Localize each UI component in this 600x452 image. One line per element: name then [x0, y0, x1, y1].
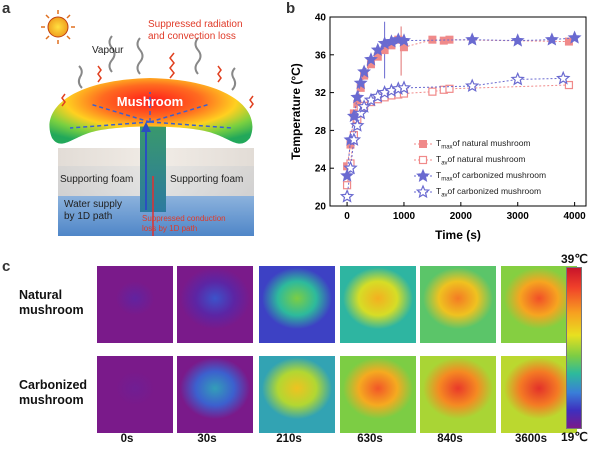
natural-thermal-image-0s — [97, 266, 173, 343]
supporting-foam-left-label: Supporting foam — [60, 174, 133, 185]
carbonized-thermal-image-30s — [177, 356, 253, 433]
plot-frame — [329, 16, 587, 207]
panel-label-a: a — [2, 0, 11, 17]
data-point-series-3 — [353, 105, 368, 120]
sun-icon — [41, 10, 75, 44]
time-label-0s: 0s — [120, 433, 134, 445]
x-tick-label: 3000 — [507, 211, 530, 222]
y-axis-label: Temperature (°C) — [289, 63, 303, 160]
natural-thermal-image-3600s — [501, 266, 577, 343]
y-tick-label: 28 — [315, 126, 327, 137]
natural-thermal-image-30s — [177, 266, 253, 343]
carbonized-thermal-image-0s — [97, 356, 173, 433]
heat-flow-arrows — [69, 92, 233, 129]
legend-marker-1 — [418, 155, 428, 165]
data-point-series-2 — [396, 33, 411, 47]
scale-max-label: 39℃ — [561, 252, 588, 266]
data-point-series-1 — [445, 84, 454, 93]
data-point-series-2 — [510, 33, 525, 47]
y-tick-label: 24 — [315, 164, 327, 175]
x-tick-label: 0 — [344, 211, 350, 222]
natural-thermal-image-630s — [340, 266, 416, 343]
legend-entry-tav-carbonized: Tavof carbonized mushroom — [436, 186, 542, 199]
time-label-210s: 210s — [276, 433, 302, 445]
water-arrow-head — [141, 122, 151, 132]
data-point-series-3 — [556, 70, 571, 85]
legend-marker-0 — [419, 140, 427, 148]
scale-min-label: 19℃ — [561, 430, 588, 444]
data-point-series-1 — [564, 80, 574, 90]
carbonized-thermal-image-3600s — [501, 356, 577, 433]
legend-entry-tmax-natural: Tmaxof natural mushroom — [436, 138, 531, 151]
y-tick-label: 40 — [315, 13, 327, 24]
data-point-series-3 — [343, 160, 358, 175]
color-scale-bar — [566, 267, 582, 429]
legend-marker-2 — [416, 168, 430, 182]
natural-thermal-image-840s — [420, 266, 496, 343]
data-point-series-1 — [342, 181, 352, 190]
panel-label-b: b — [286, 0, 296, 17]
data-point-series-0 — [428, 35, 437, 44]
mushroom-cap — [49, 78, 253, 144]
row-label-natural: Natural mushroom — [19, 288, 84, 317]
carbonized-thermal-image-840s — [420, 356, 496, 433]
data-point-series-3 — [396, 80, 412, 94]
data-point-series-3 — [350, 118, 365, 132]
legend-entry-tmax-carbonized: Tmaxof carbonized mushroom — [436, 170, 547, 183]
carbonized-thermal-image-630s — [340, 356, 416, 433]
data-point-series-3 — [510, 71, 525, 86]
data-point-series-3 — [464, 78, 480, 93]
mushroom-label: Mushroom — [117, 94, 183, 109]
x-axis-label: Time (s) — [435, 228, 481, 242]
data-point-series-1 — [428, 87, 437, 96]
data-point-series-2 — [340, 168, 355, 182]
legend-entry-tav-natural: Tavof natural mushroom — [436, 154, 526, 167]
time-label-840s: 840s — [437, 433, 463, 445]
supporting-foam-right-label: Supporting foam — [170, 174, 243, 185]
suppressed-radiation-label: Suppressed radiation and convection loss — [148, 19, 243, 42]
data-point-series-2 — [364, 52, 378, 66]
water-supply-label: Water supply by 1D path — [64, 199, 122, 222]
schematic-panel — [41, 10, 254, 236]
natural-thermal-image-210s — [259, 266, 335, 343]
vapour-label: Vapour — [92, 45, 124, 56]
data-point-series-2 — [353, 75, 368, 90]
data-point-series-2 — [544, 32, 559, 46]
y-tick-label: 32 — [315, 88, 327, 99]
data-point-series-3 — [339, 189, 355, 203]
data-point-series-2 — [350, 90, 365, 104]
time-label-30s: 30s — [197, 433, 217, 445]
carbonized-thermal-image-210s — [259, 356, 335, 433]
legend-marker-3 — [415, 184, 431, 199]
panel-label-c: c — [2, 258, 11, 275]
data-point-series-2 — [465, 32, 480, 46]
time-label-3600s: 3600s — [515, 433, 547, 445]
data-point-series-2 — [357, 64, 372, 78]
data-point-series-2 — [567, 30, 582, 44]
y-tick-label: 20 — [315, 202, 327, 213]
vapour-wavy-lines — [77, 35, 237, 91]
time-label-630s: 630s — [357, 433, 383, 445]
data-point-series-3 — [346, 132, 362, 146]
x-tick-label: 2000 — [450, 211, 473, 222]
radiation-lines — [61, 52, 254, 109]
row-label-carbonized: Carbonized mushroom — [19, 378, 88, 407]
suppressed-conduction-label: Suppressed conduction loss by 1D path — [142, 214, 226, 233]
y-tick-label: 36 — [315, 50, 327, 61]
x-tick-label: 4000 — [563, 211, 586, 222]
x-tick-label: 1000 — [393, 211, 416, 222]
temperature-chart: 0 1000 2000 3000 4000 20 24 28 32 36 40 Time (s) Tem… — [289, 13, 587, 242]
